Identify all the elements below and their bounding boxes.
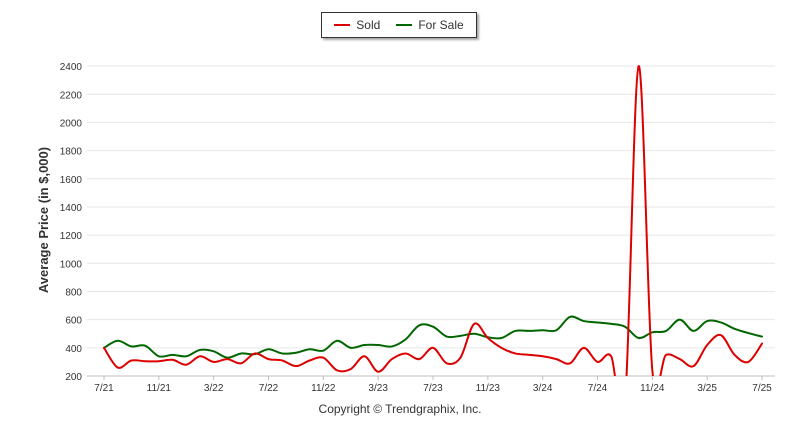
y-axis-label: Average Price (in $,000) bbox=[36, 147, 51, 293]
series-lines bbox=[103, 65, 763, 376]
y-tick-label: 1600 bbox=[60, 175, 83, 186]
x-tick-label: 11/21 bbox=[147, 383, 172, 394]
x-tick-label: 3/25 bbox=[697, 383, 717, 394]
y-tick-label: 2200 bbox=[60, 90, 83, 101]
x-tick-label: 7/21 bbox=[94, 383, 114, 394]
x-tick-label: 11/24 bbox=[640, 383, 665, 394]
y-tick-label: 400 bbox=[65, 344, 82, 355]
series-line-for-sale bbox=[103, 315, 763, 359]
legend-swatch-sold bbox=[334, 24, 351, 26]
copyright-text: Copyright © Trendgraphix, Inc. bbox=[318, 402, 482, 416]
y-tick-label: 800 bbox=[65, 287, 82, 298]
x-tick-label: 7/23 bbox=[423, 383, 443, 394]
x-tick-label: 3/23 bbox=[368, 383, 388, 394]
gridlines bbox=[87, 65, 775, 377]
x-tick-label: 7/22 bbox=[259, 383, 279, 394]
x-tick-label: 11/23 bbox=[476, 383, 501, 394]
y-tick-label: 600 bbox=[65, 316, 82, 327]
y-tick-label: 1200 bbox=[60, 231, 83, 242]
axes: 200 400 600 800 1000 1200 1400 1600 1800 2000 2200… bbox=[60, 62, 775, 394]
x-tick-label: 3/24 bbox=[533, 383, 553, 394]
y-tick-label: 1800 bbox=[60, 147, 83, 158]
y-tick-label: 1000 bbox=[60, 259, 83, 270]
legend-label-sold: Sold bbox=[356, 18, 381, 32]
y-tick-label: 200 bbox=[65, 372, 82, 383]
series-line-sold bbox=[103, 65, 763, 376]
x-tick-label: 11/22 bbox=[311, 383, 336, 394]
x-tick-label: 7/25 bbox=[752, 383, 772, 394]
legend-item-for-sale[interactable]: For Sale bbox=[396, 18, 464, 32]
legend-item-sold[interactable]: Sold bbox=[334, 18, 380, 32]
x-tick-label: 7/24 bbox=[588, 383, 608, 394]
y-tick-label: 2000 bbox=[60, 118, 83, 129]
legend-swatch-for-sale bbox=[396, 24, 413, 26]
legend-label-for-sale: For Sale bbox=[418, 18, 464, 32]
chart-legend: Sold For Sale bbox=[321, 12, 477, 38]
y-tick-label: 2400 bbox=[60, 62, 83, 73]
y-tick-label: 1400 bbox=[60, 203, 83, 214]
x-tick-label: 3/22 bbox=[204, 383, 224, 394]
